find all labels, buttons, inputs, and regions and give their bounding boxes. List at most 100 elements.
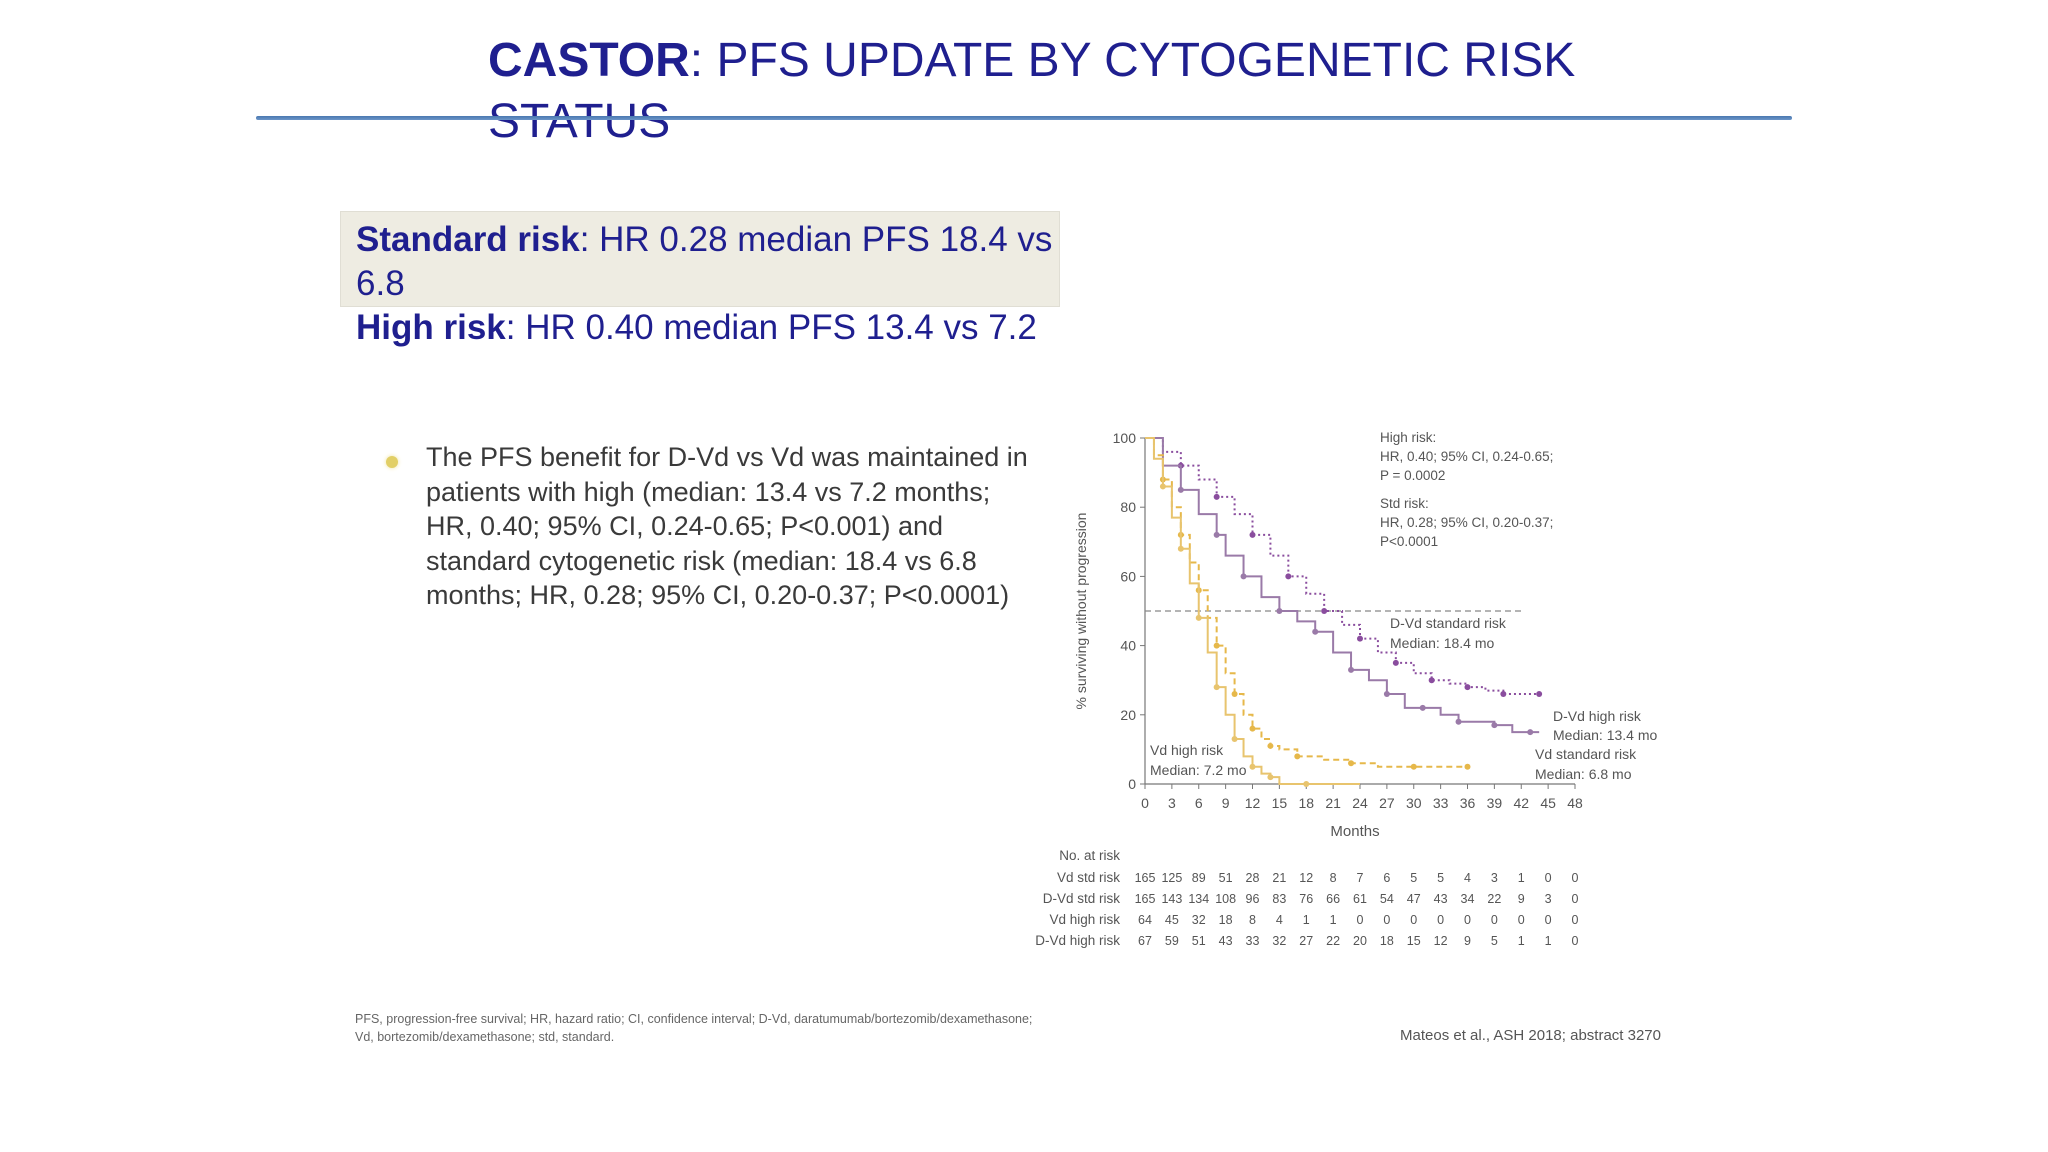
x-tick-label: 48 <box>1567 795 1583 811</box>
risk-cell: 143 <box>1161 892 1182 906</box>
risk-cell: 66 <box>1326 892 1340 906</box>
high-risk-line: High risk: HR 0.40 median PFS 13.4 vs 7.… <box>356 306 1056 350</box>
bullet-text: The PFS benefit for D-Vd vs Vd was maint… <box>426 442 1028 610</box>
risk-cell: 8 <box>1249 913 1256 927</box>
censor-mark-vd-high-risk <box>1177 545 1184 552</box>
y-tick-label: 60 <box>1120 568 1136 584</box>
censor-mark-vd-high-risk <box>1159 483 1166 490</box>
risk-cell: 33 <box>1246 934 1260 948</box>
x-tick-label: 15 <box>1272 795 1288 811</box>
vd-high-label: Vd high risk <box>1150 742 1224 758</box>
censor-mark-d-vd-standard-risk <box>1213 493 1220 500</box>
risk-cell: 1 <box>1545 934 1552 948</box>
vd-std-label: Vd standard risk <box>1535 746 1637 762</box>
risk-cell: 47 <box>1407 892 1421 906</box>
risk-cell: 45 <box>1165 913 1179 927</box>
risk-cell: 134 <box>1188 892 1209 906</box>
risk-cell: 43 <box>1434 892 1448 906</box>
hazard-ratio-annotation: High risk: HR, 0.40; 95% CI, 0.24-0.65; … <box>1380 430 1553 549</box>
censor-mark-vd-standard-risk <box>1294 753 1301 760</box>
risk-cell: 165 <box>1135 892 1156 906</box>
risk-cell: 18 <box>1380 934 1394 948</box>
risk-cell: 125 <box>1161 871 1182 885</box>
risk-cell: 0 <box>1572 871 1579 885</box>
risk-cell: 12 <box>1434 934 1448 948</box>
risk-cell: 5 <box>1491 934 1498 948</box>
censor-mark-d-vd-high-risk <box>1455 718 1462 725</box>
risk-cell: 1 <box>1518 934 1525 948</box>
x-tick-label: 9 <box>1222 795 1230 811</box>
risk-cell: 34 <box>1461 892 1475 906</box>
risk-cell: 0 <box>1464 913 1471 927</box>
risk-cell: 28 <box>1246 871 1260 885</box>
censor-mark-vd-high-risk <box>1195 614 1202 621</box>
x-tick-label: 24 <box>1352 795 1368 811</box>
risk-cell: 20 <box>1353 934 1367 948</box>
censor-mark-d-vd-high-risk <box>1527 729 1534 736</box>
high-risk-text: : HR 0.40 median PFS 13.4 vs 7.2 <box>505 308 1037 347</box>
risk-cell: 165 <box>1135 871 1156 885</box>
risk-cell: 21 <box>1272 871 1286 885</box>
risk-cell: 22 <box>1487 892 1501 906</box>
x-tick-label: 3 <box>1168 795 1176 811</box>
hr-std-line1: HR, 0.28; 95% CI, 0.20-0.37; <box>1380 515 1553 530</box>
censor-mark-d-vd-standard-risk <box>1428 677 1435 684</box>
censor-mark-d-vd-standard-risk <box>1357 635 1363 642</box>
censor-mark-d-vd-standard-risk <box>1392 659 1399 666</box>
vd-std-median: Median: 6.8 mo <box>1535 766 1632 782</box>
risk-cell: 7 <box>1357 871 1364 885</box>
censor-mark-d-vd-standard-risk <box>1536 691 1543 698</box>
title-rest: : PFS UPDATE BY CYTOGENETIC RISK STATUS <box>488 34 1576 148</box>
dvd-high-median: Median: 13.4 mo <box>1553 727 1657 743</box>
y-tick-label: 0 <box>1128 776 1136 792</box>
risk-cell: 5 <box>1437 871 1444 885</box>
censor-mark-vd-high-risk <box>1249 763 1256 770</box>
risk-cell: 108 <box>1215 892 1236 906</box>
censor-mark-d-vd-high-risk <box>1312 628 1319 635</box>
dvd-std-label: D-Vd standard risk <box>1390 615 1507 631</box>
censor-mark-vd-standard-risk <box>1348 760 1355 767</box>
hr-high-label: High risk: <box>1380 430 1436 445</box>
risk-cell: 3 <box>1491 871 1498 885</box>
risk-cell: 0 <box>1437 913 1444 927</box>
risk-cell: 54 <box>1380 892 1394 906</box>
x-tick-label: 30 <box>1406 795 1422 811</box>
risk-cell: 67 <box>1138 934 1152 948</box>
risk-cell: 61 <box>1353 892 1367 906</box>
x-tick-label: 45 <box>1540 795 1556 811</box>
bullet-point: The PFS benefit for D-Vd vs Vd was maint… <box>380 440 1030 613</box>
risk-cell: 8 <box>1330 871 1337 885</box>
y-axis-label: % surviving without progression <box>1073 513 1089 710</box>
dvd-std-median: Median: 18.4 mo <box>1390 635 1494 651</box>
high-risk-label: High risk <box>356 308 506 347</box>
censor-mark-d-vd-high-risk <box>1276 608 1283 614</box>
censor-mark-d-vd-high-risk <box>1383 691 1390 698</box>
citation: Mateos et al., ASH 2018; abstract 3270 <box>1400 1027 1661 1044</box>
y-tick-label: 40 <box>1120 638 1136 654</box>
censor-mark-d-vd-high-risk <box>1177 486 1184 493</box>
risk-cell: 43 <box>1219 934 1233 948</box>
censor-mark-d-vd-high-risk <box>1213 531 1220 538</box>
risk-cell: 0 <box>1491 913 1498 927</box>
risk-cell: 27 <box>1299 934 1313 948</box>
risk-cell: 32 <box>1192 913 1206 927</box>
risk-cell: 3 <box>1545 892 1552 906</box>
censor-mark-d-vd-high-risk <box>1419 704 1426 711</box>
hr-std-label: Std risk: <box>1380 496 1429 511</box>
risk-cell: 59 <box>1165 934 1179 948</box>
footnote-line-2: Vd, bortezomib/dexamethasone; std, stand… <box>355 1030 615 1044</box>
risk-row-label: D-Vd std risk <box>1043 891 1121 906</box>
risk-cell: 9 <box>1464 934 1471 948</box>
risk-cell: 32 <box>1272 934 1286 948</box>
risk-cell: 0 <box>1518 913 1525 927</box>
risk-row-label: D-Vd high risk <box>1035 933 1120 948</box>
risk-cell: 1 <box>1330 913 1337 927</box>
hr-high-line1: HR, 0.40; 95% CI, 0.24-0.65; <box>1380 449 1553 464</box>
censor-mark-vd-high-risk <box>1213 684 1220 691</box>
vd-high-median: Median: 7.2 mo <box>1150 762 1247 778</box>
censor-mark-vd-standard-risk <box>1464 763 1471 770</box>
risk-cell: 6 <box>1383 871 1390 885</box>
hr-high-line2: P = 0.0002 <box>1380 468 1445 483</box>
x-tick-label: 33 <box>1433 795 1449 811</box>
